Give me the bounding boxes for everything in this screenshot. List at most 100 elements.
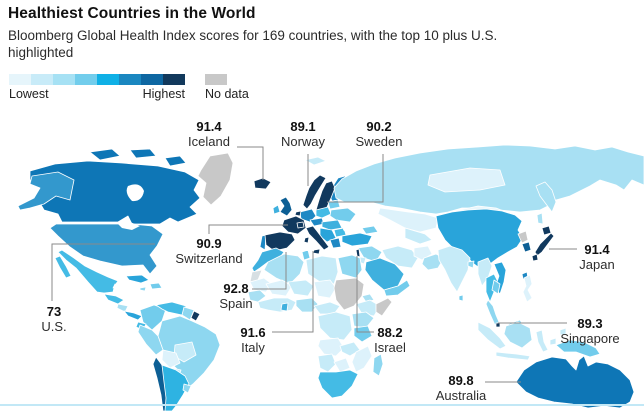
country-canada [29,160,201,225]
region-asia [333,144,644,361]
score-value: 73 [46,304,62,319]
country-label-switzerland: 90.9 Switzerland [175,236,242,266]
country-label-sweden: 90.2 Sweden [356,119,403,149]
territory-french-guiana [190,310,201,322]
legend-swatch [75,74,97,85]
country-kazakhstan [377,207,439,233]
country-north-korea [517,230,529,244]
score-value: 89.8 [448,373,474,388]
score-value: 90.9 [196,236,222,251]
score-value: 92.8 [223,281,249,296]
region-africa [247,247,393,399]
country-united-kingdom [279,196,293,217]
legend-nodata-swatch [205,74,227,85]
region-north-america [17,148,234,321]
connector-sweden [327,154,384,203]
legend-swatch [141,74,163,85]
connector-us [51,243,155,301]
island-new-guinea [555,339,601,358]
legend-swatch [53,74,75,85]
legend-swatch [97,74,119,85]
country-libya [305,255,339,285]
country-name: Israel [374,340,406,355]
legend-highest-label: Highest [142,87,185,101]
country-australia [515,355,635,409]
country-label-italy: 91.6 Italy [240,325,265,355]
country-germany [299,208,317,223]
country-name: Iceland [188,134,230,149]
country-malaysia [485,299,500,326]
region-oceania [515,355,635,409]
country-madagascar [372,353,384,377]
country-label-spain: 92.8 Spain [219,281,252,311]
legend-swatch [119,74,141,85]
country-south-korea [521,241,532,253]
score-value: 89.3 [577,316,603,331]
region-europe [253,156,357,255]
great-lakes [118,222,140,230]
country-label-us: 73 U.S. [41,304,66,334]
score-value: 91.4 [584,242,610,257]
state-alaska [17,171,75,211]
country-iran [381,245,419,269]
country-name: U.S. [41,319,67,334]
black-sea [343,225,361,233]
legend-lowest-label: Lowest [9,87,49,101]
country-spain [264,231,296,252]
country-morocco [251,247,285,273]
country-label-iceland: 91.4 Iceland [188,119,230,149]
country-japan [541,225,552,236]
country-france [281,215,307,235]
score-value: 91.4 [196,119,222,134]
country-label-australia: 89.8 Australia [436,373,487,403]
callout-connectors [51,146,577,383]
world-map [0,144,644,411]
country-cuba [125,274,150,284]
connector-italy [272,251,314,333]
map-bottom-line [0,404,644,406]
country-singapore [495,322,501,328]
region-south-america [135,301,221,411]
legend-swatch [163,74,185,85]
country-algeria [263,253,305,285]
country-bolivia [161,349,181,369]
country-name: Sweden [355,134,403,149]
chart-title: Healthiest Countries in the World [8,5,256,22]
country-label-japan: 91.4 Japan [579,242,614,272]
country-italy [305,225,330,251]
legend-scale [9,74,185,85]
country-somalia [375,297,393,317]
country-iceland [253,177,272,190]
country-egypt [337,254,363,279]
country-switzerland [296,221,305,229]
score-value: 88.2 [377,325,403,340]
country-mexico [57,249,119,294]
country-name: Switzerland [175,251,243,266]
country-greenland [197,152,234,206]
country-israel [355,248,361,258]
hudson-bay [126,184,144,202]
country-name: Australia [435,388,487,403]
legend-swatch [31,74,53,85]
legend-swatch [9,74,31,85]
score-value: 91.6 [240,325,266,340]
connector-spain [252,252,287,290]
country-norway [302,174,327,210]
connector-switzerland [208,224,288,234]
country-name: Japan [579,257,615,272]
country-turkey [341,232,373,247]
country-label-israel: 88.2 Israel [374,325,406,355]
chart-subtitle: Bloomberg Global Health Index scores for… [8,28,498,60]
score-value: 89.1 [290,119,316,134]
country-name: Norway [280,134,326,149]
country-label-singapore: 89.3 Singapore [560,316,619,346]
country-name: Italy [241,340,265,355]
caspian-sea [375,232,385,248]
score-value: 90.2 [366,119,392,134]
country-name: Spain [219,296,253,311]
connector-iceland [237,146,264,180]
country-philippines [522,274,533,303]
country-name: Singapore [560,331,620,346]
country-label-norway: 89.1 Norway [281,119,325,149]
